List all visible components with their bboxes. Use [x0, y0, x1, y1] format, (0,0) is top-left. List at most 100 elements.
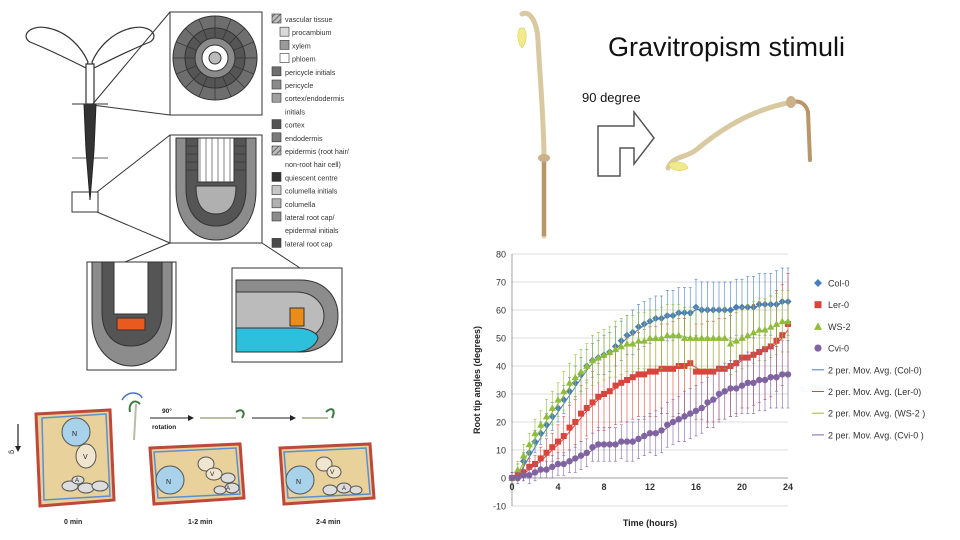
legend-marker	[814, 301, 822, 309]
data-point	[555, 438, 561, 445]
rotation-angle-label: 90 degree	[582, 90, 641, 105]
data-point	[755, 326, 763, 333]
data-point	[693, 368, 699, 375]
data-point	[549, 444, 556, 451]
legend-swatch	[271, 145, 282, 156]
data-point	[531, 429, 539, 437]
data-point	[687, 410, 694, 417]
data-point	[779, 371, 786, 378]
data-point	[537, 421, 545, 428]
data-point	[670, 365, 676, 372]
legend-label: epidermal initials	[285, 226, 339, 235]
data-point	[784, 317, 792, 325]
data-point	[629, 340, 637, 347]
data-point	[733, 385, 740, 392]
gravitropism-photo	[517, 10, 812, 239]
data-point	[629, 438, 636, 445]
x-tick-label: 0	[509, 482, 514, 492]
data-point	[583, 405, 590, 411]
data-point	[542, 412, 551, 420]
y-tick-label: 80	[496, 250, 506, 260]
legend-swatch	[271, 119, 282, 129]
legend-swatch	[271, 211, 282, 222]
legend-swatch	[279, 26, 290, 37]
data-point	[721, 334, 729, 341]
legend-swatch	[271, 198, 282, 209]
legend-swatch	[271, 172, 282, 182]
data-point	[698, 368, 705, 375]
data-point	[566, 458, 573, 465]
y-tick-label: -10	[493, 502, 506, 512]
legend-label: pericycle initials	[285, 68, 336, 77]
data-point	[698, 404, 705, 412]
legend-swatch	[279, 53, 290, 63]
data-point	[738, 334, 746, 341]
data-point	[646, 430, 654, 437]
x-tick-label: 12	[645, 482, 655, 492]
data-point	[571, 373, 579, 381]
data-point	[669, 331, 677, 339]
rotation-arrow-icon	[597, 109, 655, 177]
data-point	[715, 334, 723, 341]
time-label-1: 1-2 min	[188, 519, 213, 526]
amyloplast-label-2: A	[226, 486, 230, 492]
vacuole-label-1: V	[83, 454, 88, 461]
nucleus-label-2: N	[166, 479, 171, 486]
root-anatomy-figure: vascular tissue procambium xylem phloem peri…	[8, 11, 376, 526]
legend-label: 2 per. Mov. Avg. (Cvi-0 )	[828, 430, 924, 440]
data-point	[601, 391, 607, 397]
x-tick-label: 4	[555, 482, 560, 492]
vacuole-label-2: V	[210, 471, 215, 478]
data-point	[560, 460, 567, 468]
legend-label: lateral root cap	[285, 239, 333, 248]
legend-label: Ler-0	[828, 300, 849, 310]
data-point	[647, 368, 653, 375]
data-point	[537, 455, 544, 462]
legend-swatch	[279, 40, 290, 50]
data-point	[749, 328, 758, 336]
series-ws-2	[508, 290, 792, 484]
legend-swatch	[271, 185, 282, 195]
legend-label: initials	[285, 107, 305, 116]
data-point	[744, 331, 752, 339]
legend-label: columella initials	[285, 187, 338, 196]
y-tick-label: 70	[496, 278, 506, 288]
rotation-degree-label: 90°	[162, 407, 172, 415]
data-point	[606, 441, 613, 448]
data-point	[710, 396, 717, 403]
data-point	[554, 396, 562, 403]
data-point	[548, 404, 556, 411]
legend-swatch	[271, 79, 282, 90]
data-point	[565, 379, 574, 386]
data-point	[560, 433, 567, 439]
data-point	[767, 323, 775, 330]
seedling-drawing	[25, 26, 155, 213]
y-tick-label: 50	[496, 334, 506, 344]
data-point	[726, 306, 735, 314]
data-point	[606, 348, 614, 355]
data-point	[663, 331, 671, 339]
amyloplast-label-1: A	[75, 478, 79, 484]
data-point	[657, 334, 666, 341]
legend-label: WS-2	[828, 322, 851, 332]
x-tick-label: 16	[691, 482, 701, 492]
data-point	[744, 379, 751, 386]
data-point	[543, 466, 550, 473]
legend-label: lateral root cap/	[285, 213, 335, 222]
data-point	[640, 337, 648, 344]
data-point	[726, 340, 735, 347]
data-point	[675, 416, 682, 423]
data-point	[778, 317, 786, 325]
data-point	[549, 463, 556, 470]
data-point	[577, 452, 585, 459]
data-point	[560, 387, 568, 395]
legend-label: 2 per. Mov. Avg. (Col-0)	[828, 365, 922, 375]
data-point	[784, 371, 792, 378]
data-point	[732, 303, 740, 311]
root-tip-drawing	[91, 261, 173, 367]
data-point	[704, 368, 711, 375]
data-point	[692, 334, 700, 341]
legend-label: Cvi-0	[828, 344, 849, 354]
legend-label: xylem	[292, 41, 311, 50]
nucleus-label-3: N	[296, 479, 301, 486]
